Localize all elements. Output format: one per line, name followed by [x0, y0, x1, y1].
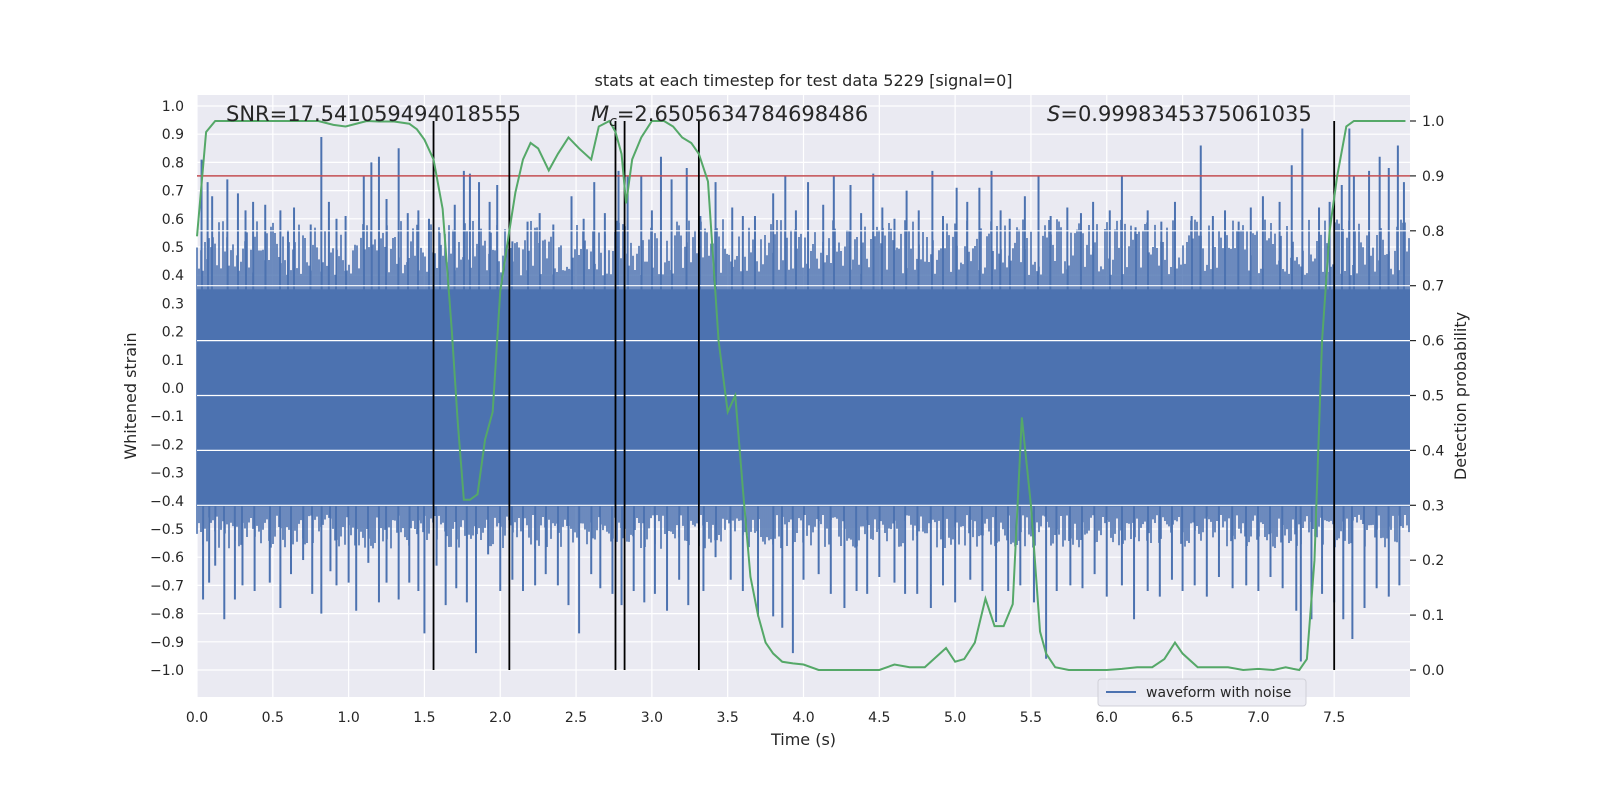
chart-title: stats at each timestep for test data 522…: [594, 71, 1012, 90]
x-tick-label: 3.5: [717, 710, 739, 726]
y2-tick-label: 0.4: [1422, 443, 1444, 459]
legend-label: waveform with noise: [1146, 685, 1291, 701]
x-tick-label: 1.0: [337, 710, 359, 726]
y-tick-label: −0.4: [150, 494, 184, 510]
y-tick-label: 0.1: [162, 353, 184, 369]
mc-subscript: c: [609, 114, 617, 130]
y2-tick-label: 0.7: [1422, 279, 1444, 295]
mc-value: =2.6505634784698486: [617, 102, 868, 126]
band-gridlines: [197, 230, 1410, 506]
y-tick-label: −0.8: [150, 607, 184, 623]
snr-annotation: SNR=17.541059494018555: [226, 102, 521, 126]
y2-tick-label: 0.3: [1422, 498, 1444, 514]
x-tick-label: 4.0: [792, 710, 814, 726]
y-tick-label: −0.6: [150, 550, 184, 566]
x-tick-label: 2.0: [489, 710, 511, 726]
x-tick-label: 2.5: [565, 710, 587, 726]
s-value: =0.9998345375061035: [1060, 102, 1311, 126]
y2-tick-label: 0.1: [1422, 608, 1444, 624]
detection-probability-line: [196, 119, 1406, 672]
y2-tick-label: 0.6: [1422, 334, 1444, 350]
y-tick-label: 0.6: [162, 212, 184, 228]
y-tick-label: 0.7: [162, 184, 184, 200]
y-tick-label: 0.8: [162, 155, 184, 171]
y-tick-label: −0.1: [150, 409, 184, 425]
y-tick-label: −0.3: [150, 466, 184, 482]
y-tick-label: 0.2: [162, 325, 184, 341]
mc-symbol: M: [591, 102, 609, 126]
legend-box: [1097, 678, 1307, 707]
y2-tick-label: 1.0: [1422, 114, 1444, 130]
y-tick-label: −0.7: [150, 578, 184, 594]
x-tick-label: 1.5: [413, 710, 435, 726]
y2-tick-label: 0.9: [1422, 169, 1444, 185]
x-axis-label: Time (s): [770, 730, 836, 749]
x-tick-label: 4.5: [868, 710, 890, 726]
waveform-spikes: [196, 128, 1410, 662]
y2-tick-label: 0.0: [1422, 663, 1444, 679]
y-tick-label: 0.4: [162, 268, 184, 284]
vertical-marker-lines: [432, 121, 1336, 670]
x-tick-label: 6.0: [1096, 710, 1118, 726]
y2-tick-label: 0.5: [1422, 389, 1444, 405]
x-tick-label: 0.5: [262, 710, 284, 726]
x-tick-label: 3.0: [641, 710, 663, 726]
y-tick-label: 0.5: [162, 240, 184, 256]
y-axis-ticks: 1.0 0.9 0.8 0.7 0.6 0.5 0.4 0.3 0.2 0.1 0.0 −0.1 −0.…: [150, 99, 184, 679]
y-tick-label: 0.3: [162, 296, 184, 312]
y2-tick-label: 0.2: [1422, 553, 1444, 569]
y-tick-label: −0.5: [150, 522, 184, 538]
chirp-mass-annotation: Mc=2.6505634784698486: [591, 102, 868, 130]
s-symbol: S: [1047, 102, 1060, 126]
x-tick-label: 7.0: [1247, 710, 1269, 726]
y2-axis-ticks: 1.0 0.9 0.8 0.7 0.6 0.5 0.4 0.3 0.2 0.1 0.0: [1410, 114, 1444, 679]
y-tick-label: 0.0: [162, 381, 184, 397]
x-tick-label: 6.5: [1171, 710, 1193, 726]
y2-tick-label: 0.8: [1422, 224, 1444, 240]
y-tick-label: −1.0: [150, 663, 184, 679]
s-annotation: S=0.9998345375061035: [1047, 102, 1312, 126]
legend: waveform with noise: [1097, 678, 1307, 707]
y2-axis-label: Detection probability: [1451, 312, 1470, 480]
y-tick-label: −0.2: [150, 437, 184, 453]
y-tick-label: −0.9: [150, 635, 184, 651]
y-axis-label: Whitened strain: [121, 332, 140, 459]
y-tick-label: 0.9: [162, 127, 184, 143]
x-axis-ticks: 0.0 0.5 1.0 1.5 2.0 2.5 3.0 3.5 4.0 4.5 5.0 5.5 6.0 6…: [186, 710, 1345, 726]
x-tick-label: 5.0: [944, 710, 966, 726]
x-tick-label: 5.5: [1020, 710, 1042, 726]
x-tick-label: 0.0: [186, 710, 208, 726]
x-tick-label: 7.5: [1323, 710, 1345, 726]
y-tick-label: 1.0: [162, 99, 184, 115]
